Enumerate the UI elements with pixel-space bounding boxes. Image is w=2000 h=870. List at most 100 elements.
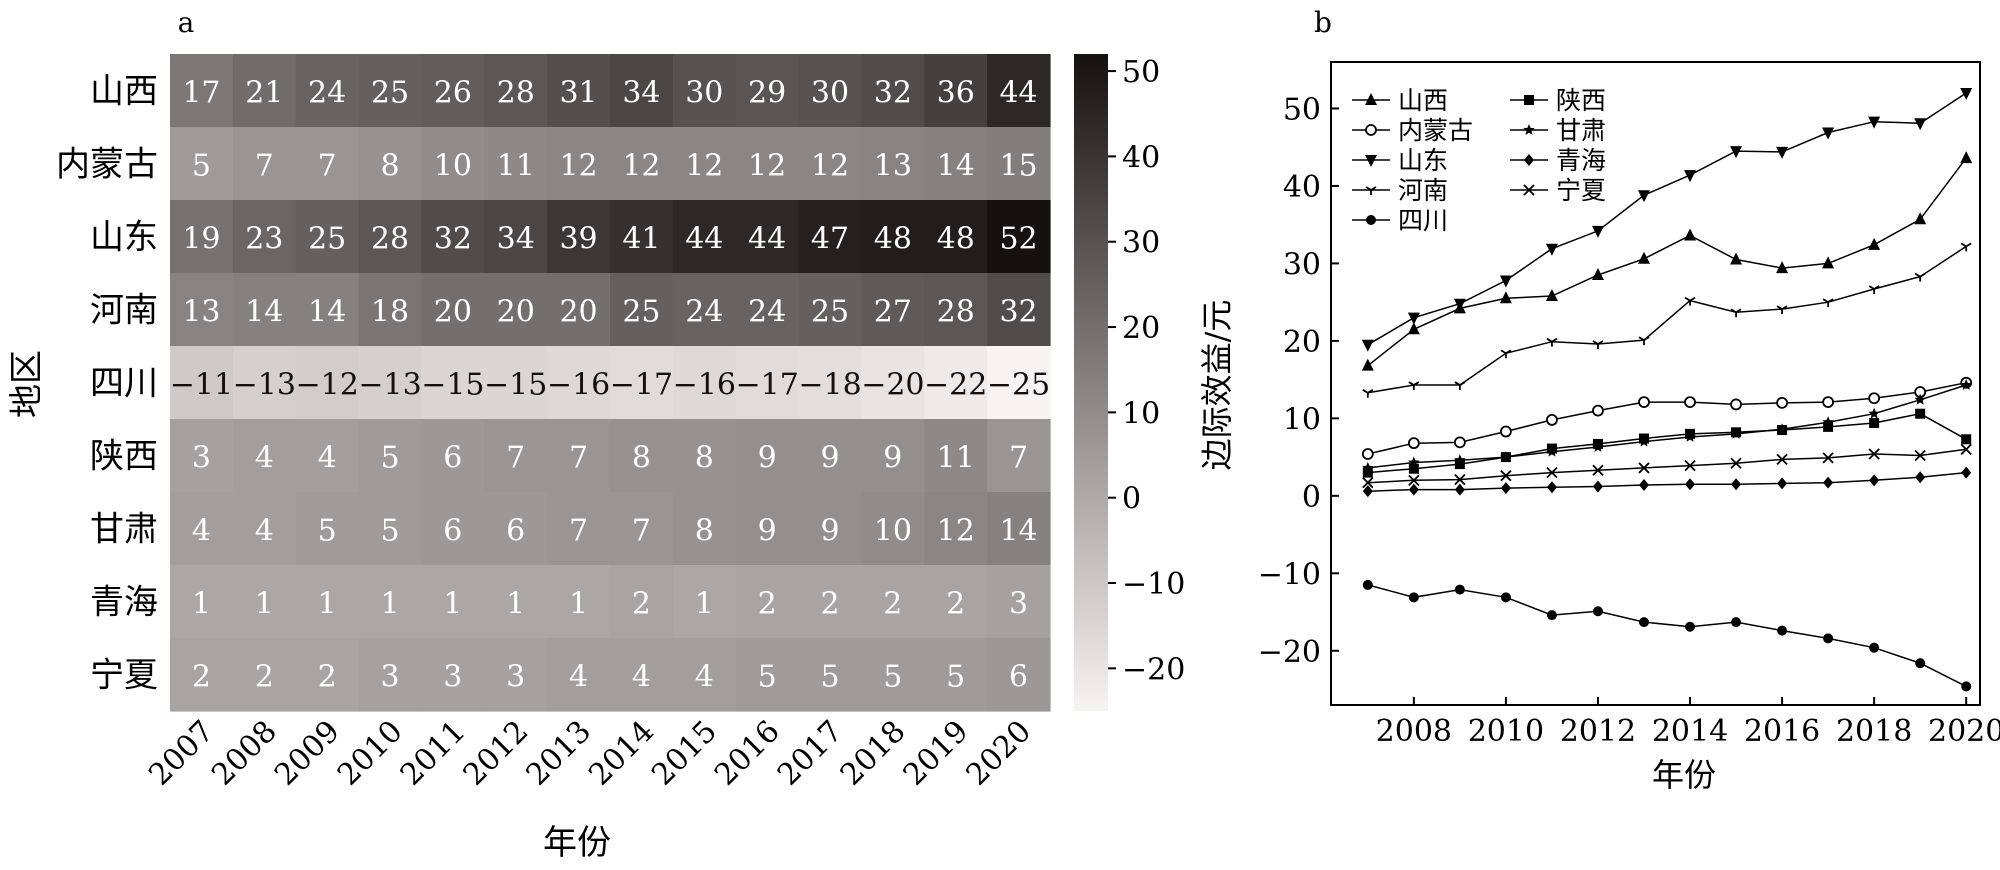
- heatmap-cell: [924, 200, 988, 274]
- heatmap-cell-label: 25: [308, 222, 346, 257]
- heatmap-cell-label: 8: [695, 441, 714, 476]
- heatmap-cell: [987, 200, 1051, 274]
- heatmap-cell: [924, 492, 988, 566]
- data-point: [1684, 228, 1697, 241]
- heatmap-cell: [421, 127, 485, 201]
- heatmap-cell-label: 4: [255, 514, 274, 549]
- heatmap-cell: [232, 565, 297, 639]
- data-point: [1868, 237, 1881, 250]
- data-point: [1361, 339, 1374, 352]
- line-x-axis-label: 年份: [1652, 756, 1716, 794]
- y-tick-label: 20: [1283, 325, 1321, 360]
- heatmap-cell-label: 5: [820, 660, 839, 695]
- heatmap-cell: [861, 127, 925, 201]
- heatmap-cell-label: −16: [673, 368, 736, 403]
- colorbar-tick-label: −20: [1122, 652, 1185, 687]
- heatmap-cell-label: 14: [308, 295, 346, 330]
- heatmap-cell: [924, 565, 988, 639]
- heatmap-cell-label: 12: [685, 149, 723, 184]
- heatmap-cell-label: 27: [874, 295, 912, 330]
- data-point: [1546, 337, 1558, 347]
- heatmap-cell: [672, 419, 737, 493]
- heatmap-cell-label: −17: [735, 368, 798, 403]
- data-point: [1638, 462, 1650, 474]
- heatmap-cell: [610, 565, 674, 639]
- data-point: [1546, 481, 1557, 494]
- heatmap-cell-label: 18: [371, 295, 409, 330]
- panel-a-label: a: [178, 6, 195, 39]
- legend-label: 山西: [1398, 86, 1448, 115]
- heatmap-cell-label: 4: [569, 660, 588, 695]
- colorbar-tick-label: 20: [1122, 311, 1160, 346]
- heatmap-cell-label: 28: [497, 76, 535, 111]
- heatmap-col-label: 2009: [268, 714, 347, 793]
- data-point: [1638, 617, 1649, 628]
- heatmap-cell-label: 4: [255, 441, 274, 476]
- heatmap-cell-label: 44: [999, 76, 1037, 111]
- heatmap-cell: [798, 200, 863, 274]
- heatmap-cell: [547, 419, 611, 493]
- heatmap-cell-label: −25: [987, 368, 1050, 403]
- heatmap-row-label: 山西: [90, 72, 158, 112]
- data-point: [1823, 633, 1834, 644]
- data-point: [1500, 349, 1512, 359]
- heatmap-cell-label: 6: [443, 514, 462, 549]
- heatmap-cell: [232, 638, 297, 712]
- y-tick-label: 10: [1283, 402, 1321, 437]
- legend-item: 陕西: [1510, 86, 1606, 115]
- heatmap-row-label: 内蒙古: [56, 145, 158, 185]
- data-point: [1591, 225, 1604, 238]
- heatmap-cell-label: 11: [497, 149, 535, 184]
- heatmap-col-label: 2015: [645, 714, 724, 793]
- heatmap-cell-label: 5: [192, 149, 211, 184]
- heatmap-cell: [735, 127, 800, 201]
- heatmap-cell-label: 1: [318, 587, 337, 622]
- heatmap-cell-label: 7: [318, 149, 337, 184]
- heatmap-cell-label: 30: [685, 76, 723, 111]
- heatmap-cell: [861, 54, 925, 128]
- data-point: [1914, 118, 1927, 131]
- heatmap-cell-label: 21: [245, 76, 283, 111]
- heatmap-cell: [672, 346, 737, 420]
- heatmap-cell-label: 3: [1009, 587, 1028, 622]
- data-point: [1776, 423, 1788, 435]
- series-四川: [1362, 579, 1972, 692]
- legend-item: 青海: [1510, 146, 1606, 175]
- series-line: [1367, 381, 1967, 455]
- data-point: [1731, 478, 1742, 491]
- heatmap-cell: [861, 200, 925, 274]
- heatmap-cell-label: 7: [569, 514, 588, 549]
- heatmap-cell-label: 4: [632, 660, 651, 695]
- heatmap-cell-label: 15: [999, 149, 1037, 184]
- heatmap-cell: [484, 492, 548, 566]
- heatmap-cell: [987, 54, 1051, 128]
- heatmap-row-label: 甘肃: [90, 510, 158, 550]
- heatmap-cell: [798, 492, 863, 566]
- heatmap-cell: [547, 54, 611, 128]
- heatmap-cell-label: 48: [874, 222, 912, 257]
- heatmap-cell-label: 9: [758, 514, 777, 549]
- heatmap-cell: [484, 127, 548, 201]
- data-point: [1592, 464, 1604, 476]
- heatmap-cell-label: 32: [434, 222, 472, 257]
- data-point: [1365, 155, 1377, 167]
- data-point: [1454, 473, 1466, 486]
- panel-b-label: b: [1314, 6, 1332, 39]
- data-point: [1960, 379, 1972, 390]
- data-point: [1868, 116, 1881, 129]
- data-point: [1869, 418, 1880, 429]
- series-青海: [1362, 466, 1972, 498]
- heatmap-cell: [358, 565, 423, 639]
- data-point: [1685, 478, 1696, 491]
- heatmap-x-axis-label: 年份: [543, 823, 611, 863]
- heatmap-cell: [295, 127, 360, 201]
- heatmap-cell: [421, 492, 485, 566]
- heatmap-cell-label: 5: [380, 514, 399, 549]
- heatmap-cell-label: 1: [506, 587, 525, 622]
- heatmap-col-label: 2007: [142, 714, 221, 793]
- heatmap-cell: [924, 273, 988, 347]
- data-point: [1637, 251, 1650, 264]
- heatmap-cell: [861, 565, 925, 639]
- heatmap-cell: [232, 127, 297, 201]
- legend-label: 甘肃: [1556, 116, 1606, 145]
